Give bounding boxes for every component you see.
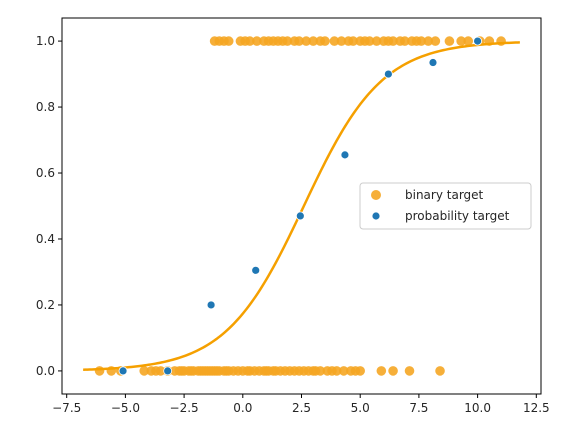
binary-target-point [294, 36, 304, 46]
binary-target-point [139, 366, 149, 376]
y-tick-label: 1.0 [36, 34, 55, 48]
legend-label-probability-target: probability target [405, 209, 510, 223]
binary-target-point [308, 36, 319, 46]
fitted-logistic-curve [83, 41, 520, 371]
binary-target-point [320, 36, 330, 46]
binary-target-point [223, 36, 234, 46]
y-tick-label: 0.4 [36, 232, 55, 246]
fitted-curve-group [83, 41, 520, 371]
probability-target-point [295, 211, 305, 221]
probability-target-series [118, 36, 483, 376]
binary-target-point [301, 36, 311, 46]
binary-target-point [94, 366, 105, 376]
probability-target-point [251, 265, 261, 275]
binary-target-point [376, 366, 387, 376]
binary-target-point [315, 366, 326, 376]
legend-box [359, 182, 532, 230]
y-tick-label: 0.6 [36, 166, 55, 180]
binary-target-point [388, 36, 398, 46]
probability-target-point [163, 366, 173, 376]
y-tick-label: 0.2 [36, 298, 55, 312]
x-tick-label: 12.5 [523, 401, 550, 415]
x-tick-label: −5.0 [111, 401, 140, 415]
legend: binary target probability target [359, 182, 532, 230]
binary-target-point [364, 36, 375, 46]
binary-target-point [444, 36, 455, 46]
binary-target-point [331, 366, 342, 376]
binary-target-point [435, 366, 445, 376]
binary-target-point [348, 36, 358, 46]
binary-target-point [404, 366, 415, 376]
x-tick-label: 2.5 [292, 401, 311, 415]
binary-target-point [355, 366, 366, 376]
binary-target-point [400, 36, 410, 46]
probability-target-point [383, 69, 393, 79]
probability-target-point [206, 300, 216, 310]
x-tick-label: −2.5 [170, 401, 199, 415]
x-tick-label: 5.0 [351, 401, 370, 415]
x-axis-ticks: −7.5 −5.0 −2.5 0.0 2.5 5.0 7.5 10.0 12.5 [52, 394, 550, 415]
legend-marker-probability-target [371, 211, 381, 221]
y-axis-ticks: 0.0 0.2 0.4 0.6 0.8 1.0 [36, 34, 62, 378]
binary-target-point [371, 36, 382, 46]
y-tick-label: 0.8 [36, 100, 55, 114]
binary-target-point [245, 36, 255, 46]
x-tick-label: 0.0 [233, 401, 252, 415]
binary-target-point [456, 36, 466, 46]
binary-target-point [430, 36, 441, 46]
binary-target-point [463, 36, 474, 46]
binary-target-point [423, 36, 434, 46]
binary-target-point [336, 36, 347, 46]
y-tick-label: 0.0 [36, 364, 55, 378]
legend-marker-binary-target [371, 190, 381, 200]
binary-target-point [416, 36, 427, 46]
x-tick-label: 7.5 [409, 401, 428, 415]
x-tick-label: 10.0 [464, 401, 491, 415]
probability-target-point [340, 150, 350, 160]
binary-target-point [329, 36, 340, 46]
binary-target-point [155, 366, 166, 376]
probability-target-point [473, 36, 483, 46]
probability-target-point [118, 366, 128, 376]
binary-target-point [282, 36, 293, 46]
binary-target-point [252, 36, 262, 46]
x-tick-label: −7.5 [52, 401, 81, 415]
binary-target-point [338, 366, 349, 376]
binary-target-point [388, 366, 398, 376]
probability-target-point [428, 58, 438, 67]
legend-label-binary-target: binary target [405, 188, 484, 202]
